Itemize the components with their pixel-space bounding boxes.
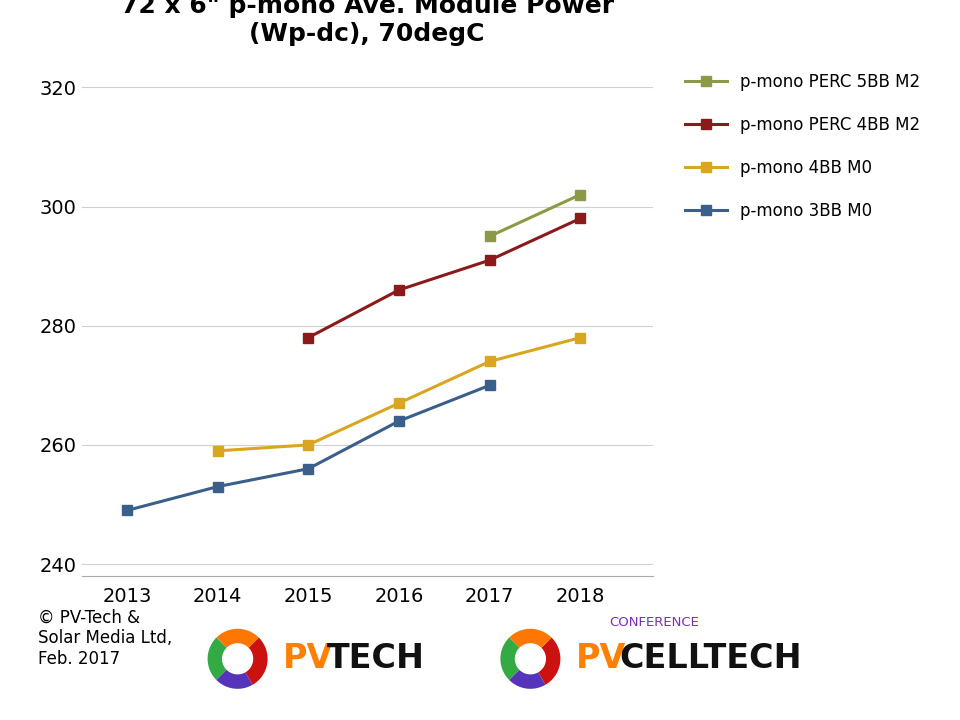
Polygon shape xyxy=(500,638,519,680)
Text: CONFERENCE: CONFERENCE xyxy=(610,616,700,629)
Polygon shape xyxy=(509,629,552,648)
Polygon shape xyxy=(539,638,561,685)
Polygon shape xyxy=(246,638,268,685)
Text: PV: PV xyxy=(283,642,333,675)
Polygon shape xyxy=(216,670,252,689)
Text: TECH: TECH xyxy=(326,642,424,675)
Text: PV: PV xyxy=(576,642,626,675)
Polygon shape xyxy=(509,670,545,689)
Polygon shape xyxy=(216,629,259,648)
Title: 72 x 6" p-mono Ave. Module Power
(Wp-dc), 70degC: 72 x 6" p-mono Ave. Module Power (Wp-dc)… xyxy=(121,0,613,46)
Text: © PV-Tech &
Solar Media Ltd,
Feb. 2017: © PV-Tech & Solar Media Ltd, Feb. 2017 xyxy=(38,608,173,668)
Legend: p-mono PERC 5BB M2, p-mono PERC 4BB M2, p-mono 4BB M0, p-mono 3BB M0: p-mono PERC 5BB M2, p-mono PERC 4BB M2, … xyxy=(679,66,926,226)
Text: CELLTECH: CELLTECH xyxy=(619,642,802,675)
Polygon shape xyxy=(207,638,227,680)
